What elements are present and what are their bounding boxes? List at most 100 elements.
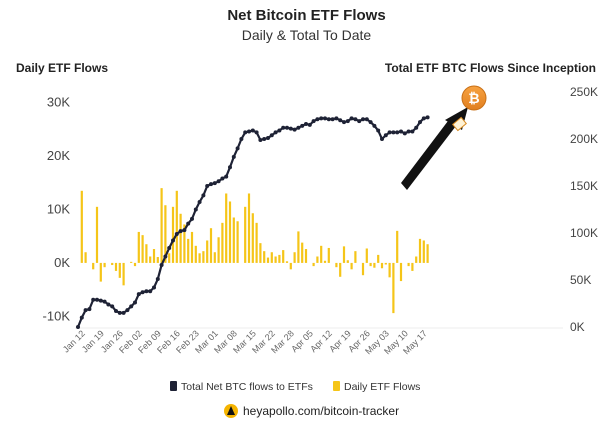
- daily-flow-bar: [373, 262, 376, 268]
- daily-flow-bar: [354, 251, 357, 263]
- daily-flow-bar: [164, 205, 167, 263]
- total-flow-point: [266, 136, 270, 141]
- total-flow-point: [220, 176, 225, 181]
- daily-flow-bar: [84, 252, 87, 263]
- right-axis-title: Total ETF BTC Flows Since Inception: [385, 61, 596, 75]
- total-flow-point: [406, 129, 411, 134]
- daily-flow-bar: [152, 249, 156, 263]
- total-flow-point: [212, 181, 217, 186]
- total-flow-point: [167, 246, 172, 251]
- total-flow-point: [292, 127, 297, 132]
- daily-flow-bar: [380, 262, 384, 269]
- daily-flow-bar: [304, 249, 308, 263]
- daily-flow-bar: [323, 260, 327, 263]
- total-flow-point: [79, 315, 84, 320]
- daily-flow-bar: [228, 201, 232, 263]
- total-flow-point: [311, 119, 316, 124]
- daily-flow-bar: [190, 231, 194, 263]
- total-flow-point: [380, 137, 384, 141]
- daily-flow-bar: [339, 262, 342, 277]
- total-flow-point: [163, 254, 168, 259]
- total-flow-point: [300, 123, 305, 128]
- total-flow-point: [133, 300, 137, 305]
- total-flow-point: [414, 125, 419, 130]
- daily-flow-bar: [130, 261, 133, 263]
- daily-flow-bar: [179, 213, 182, 263]
- footer-link[interactable]: heyapollo.com/bitcoin-tracker: [243, 404, 399, 418]
- total-flow-point: [83, 308, 88, 313]
- daily-flow-bar: [168, 253, 171, 263]
- daily-flow-bar: [198, 253, 201, 263]
- total-flow-point: [250, 128, 255, 133]
- legend-label-total: Total Net BTC flows to ETFs: [181, 381, 313, 393]
- daily-flow-bar: [312, 262, 315, 267]
- daily-flow-bar: [350, 262, 353, 270]
- total-flow-point: [319, 116, 324, 121]
- daily-flow-bar: [187, 238, 190, 263]
- daily-flow-bar: [156, 257, 159, 263]
- total-flow-point: [243, 130, 248, 135]
- daily-flow-bar: [270, 252, 273, 263]
- daily-flow-bar: [209, 228, 213, 263]
- total-flow-point: [159, 262, 164, 267]
- bitcoin-rocket-icon: ₿: [452, 85, 487, 132]
- daily-flow-bar: [418, 238, 422, 263]
- daily-flow-bar: [145, 244, 148, 263]
- daily-flow-bar: [293, 252, 296, 263]
- left-tick-label: -10K: [43, 308, 71, 323]
- total-flow-point: [216, 179, 221, 184]
- daily-flow-bar: [206, 240, 209, 263]
- chart-subtitle: Daily & Total To Date: [242, 27, 372, 43]
- total-flow-point: [106, 302, 111, 307]
- daily-flow-bar: [285, 261, 289, 263]
- total-flow-point: [224, 174, 229, 179]
- daily-flow-bar: [244, 206, 247, 263]
- daily-flow-bar: [171, 206, 175, 263]
- daily-flow-bar: [365, 248, 368, 263]
- daily-flow-bar: [99, 262, 102, 282]
- daily-flow-bar: [251, 213, 254, 263]
- total-flow-point: [228, 165, 232, 170]
- total-flow-point: [345, 119, 350, 124]
- right-tick-label: 250K: [570, 85, 598, 99]
- daily-flow-bar: [137, 231, 140, 263]
- rocket-flame: [452, 116, 467, 132]
- daily-flow-bar: [399, 262, 403, 282]
- total-flow-point: [95, 297, 99, 302]
- total-flow-point: [152, 285, 156, 290]
- total-flow-point: [410, 129, 415, 134]
- footer: heyapollo.com/bitcoin-tracker: [224, 404, 399, 418]
- daily-flow-bar: [92, 262, 95, 270]
- total-flow-point: [425, 115, 430, 120]
- right-tick-label: 200K: [570, 132, 598, 146]
- legend-swatch-total: [170, 381, 177, 391]
- daily-flow-bar: [183, 224, 186, 263]
- total-flow-point: [285, 125, 289, 130]
- daily-flow-bar: [289, 262, 292, 270]
- total-flow-point: [110, 304, 115, 309]
- chart-title: Net Bitcoin ETF Flows: [227, 7, 385, 24]
- daily-flow-bar: [114, 262, 118, 271]
- right-tick-label: 0K: [570, 320, 585, 334]
- daily-flow-bar: [361, 262, 365, 276]
- total-flow-point: [258, 137, 263, 142]
- total-flow-point: [330, 117, 335, 122]
- daily-flow-bar: [388, 262, 391, 278]
- total-flow-point: [349, 116, 354, 121]
- daily-flow-bar: [266, 257, 270, 263]
- daily-flow-bar: [259, 243, 262, 263]
- total-flow-point: [129, 304, 134, 309]
- total-flow-point: [342, 120, 346, 125]
- daily-flow-bar: [255, 222, 258, 263]
- daily-flow-bar: [346, 260, 349, 263]
- total-flow-point: [235, 146, 240, 151]
- total-flow-point: [338, 118, 343, 123]
- total-flow-point: [98, 298, 103, 303]
- daily-flow-bar: [377, 254, 380, 263]
- daily-flow-bar: [225, 193, 228, 263]
- total-flow-point: [281, 125, 286, 130]
- total-flow-point: [383, 133, 388, 138]
- line-layer: [76, 115, 430, 329]
- daily-flow-bar: [320, 245, 323, 263]
